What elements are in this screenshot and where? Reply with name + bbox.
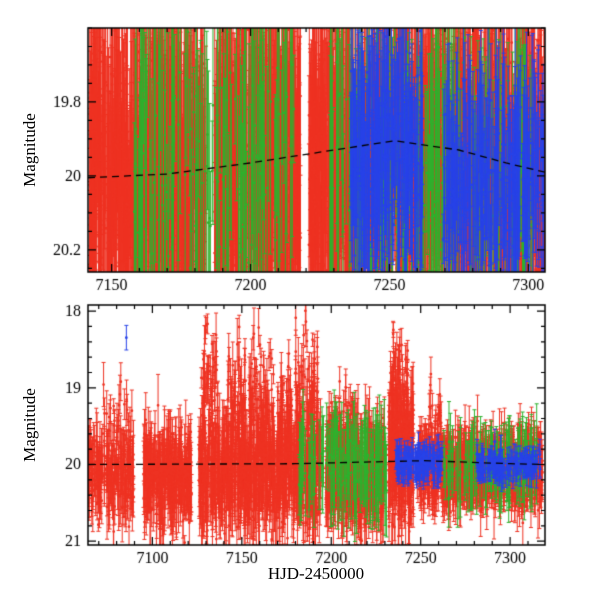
bottom-panel-y-axis-label: Magnitude xyxy=(20,388,39,462)
x-axis-label: HJD-2450000 xyxy=(267,564,365,583)
top-panel-y-axis-label: Magnitude xyxy=(20,113,39,187)
